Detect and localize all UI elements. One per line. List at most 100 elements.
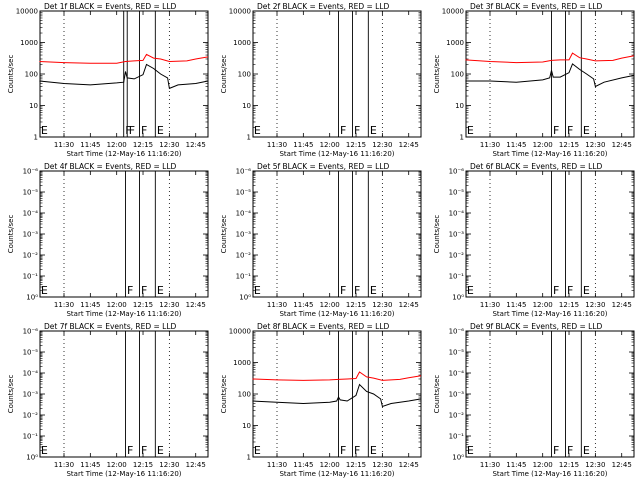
lld-series-line (39, 53, 209, 64)
x-tick-label: 12:15 (133, 141, 153, 149)
x-axis-label: Start Time (12-May-16 11:16:20) (492, 150, 607, 158)
x-tick-label: 11:30 (267, 141, 287, 149)
y-tick-label: 10000 (16, 8, 38, 16)
x-tick-label: 11:30 (54, 461, 74, 469)
panel-title: Det 8f BLACK = Events, RED = LLD (257, 322, 390, 331)
x-tick-label: 12:30 (585, 301, 605, 309)
y-tick-label: 10⁻⁵ (23, 189, 39, 197)
marker-label: E (583, 124, 590, 137)
plot-frame (252, 170, 422, 298)
marker-label: E (583, 444, 590, 457)
x-tick-label: 12:15 (346, 301, 366, 309)
marker-label: F (567, 124, 573, 137)
y-tick-label: 10000 (229, 328, 251, 336)
x-tick-label: 11:30 (480, 301, 500, 309)
y-tick-label: 10 (242, 422, 251, 430)
y-axis-label: Counts/sec (220, 55, 228, 94)
y-tick-label: 10000 (229, 8, 251, 16)
x-tick-label: 12:30 (372, 141, 392, 149)
y-tick-label: 10⁻⁵ (23, 349, 39, 357)
x-tick-label: 12:45 (612, 141, 632, 149)
plot-frame (39, 170, 209, 298)
marker-label: E (157, 444, 164, 457)
marker-label: F (125, 124, 131, 137)
x-tick-label: 12:15 (559, 141, 579, 149)
marker-label: E (370, 124, 377, 137)
y-tick-label: 10⁻² (236, 252, 252, 260)
detector-panel: Det 4f BLACK = Events, RED = LLD 10⁰ 10⁻¹ 1… (7, 162, 209, 318)
x-axis-label: Start Time (12-May-16 11:16:20) (279, 470, 394, 478)
marker-label: F (567, 444, 573, 457)
y-tick-label: 1000 (446, 39, 464, 47)
x-tick-label: 12:00 (320, 301, 340, 309)
y-tick-label: 1 (247, 134, 251, 142)
y-tick-label: 10⁻⁶ (236, 168, 252, 176)
panel-title: Det 6f BLACK = Events, RED = LLD (470, 162, 603, 171)
x-tick-label: 12:00 (320, 141, 340, 149)
y-tick-label: 10⁻⁴ (23, 370, 39, 378)
y-axis-label: Counts/sec (433, 215, 441, 254)
marker-label: E (254, 284, 261, 297)
x-tick-label: 12:15 (559, 301, 579, 309)
y-tick-label: 1000 (233, 39, 251, 47)
lld-series-line (465, 52, 635, 64)
x-tick-label: 12:30 (372, 301, 392, 309)
x-tick-label: 12:45 (186, 461, 206, 469)
x-tick-label: 12:45 (612, 301, 632, 309)
x-tick-label: 12:30 (159, 141, 179, 149)
marker-label: F (567, 284, 573, 297)
x-axis-label: Start Time (12-May-16 11:16:20) (66, 150, 181, 158)
x-tick-label: 12:30 (585, 141, 605, 149)
y-axis-label: Counts/sec (220, 215, 228, 254)
x-tick-label: 12:45 (612, 461, 632, 469)
y-axis-label: Counts/sec (7, 215, 15, 254)
y-axis-label: Counts/sec (7, 375, 15, 414)
y-tick-label: 10⁻⁶ (23, 328, 39, 336)
y-axis-label: Counts/sec (220, 375, 228, 414)
y-tick-label: 10⁻⁶ (449, 168, 465, 176)
x-axis-label: Start Time (12-May-16 11:16:20) (492, 470, 607, 478)
x-tick-label: 11:30 (267, 461, 287, 469)
x-tick-label: 11:45 (80, 301, 100, 309)
x-tick-label: 12:00 (107, 141, 127, 149)
marker-label: E (254, 444, 261, 457)
y-tick-label: 10⁻² (449, 252, 465, 260)
y-tick-label: 10⁻⁴ (449, 370, 465, 378)
y-tick-label: 1000 (20, 39, 38, 47)
y-tick-label: 10⁰ (26, 294, 38, 302)
marker-label: F (553, 124, 559, 137)
x-tick-label: 12:15 (346, 461, 366, 469)
marker-label: E (41, 444, 48, 457)
y-tick-label: 10⁻⁵ (449, 189, 465, 197)
y-tick-label: 10⁻⁴ (449, 210, 465, 218)
panel-title: Det 7f BLACK = Events, RED = LLD (44, 322, 177, 331)
x-tick-label: 12:00 (533, 461, 553, 469)
y-tick-label: 10⁻⁴ (23, 210, 39, 218)
x-tick-label: 11:30 (267, 301, 287, 309)
y-tick-label: 10⁻⁴ (236, 210, 252, 218)
y-tick-label: 10⁻² (449, 412, 465, 420)
x-axis-label: Start Time (12-May-16 11:16:20) (66, 310, 181, 318)
y-tick-label: 10⁻⁶ (23, 168, 39, 176)
x-tick-label: 11:45 (506, 141, 526, 149)
detector-panel: Det 5f BLACK = Events, RED = LLD 10⁰ 10⁻¹ 1… (220, 162, 422, 318)
x-tick-label: 12:45 (399, 141, 419, 149)
x-tick-label: 12:15 (346, 141, 366, 149)
y-tick-label: 10⁰ (239, 294, 251, 302)
marker-label: F (340, 284, 346, 297)
y-tick-label: 10⁻² (23, 412, 39, 420)
y-tick-label: 100 (238, 71, 251, 79)
marker-label: E (41, 284, 48, 297)
plot-frame (465, 330, 635, 458)
marker-label: F (141, 444, 147, 457)
x-tick-label: 11:45 (293, 461, 313, 469)
marker-label: F (553, 444, 559, 457)
x-tick-label: 12:00 (533, 301, 553, 309)
y-tick-label: 10⁻⁶ (449, 328, 465, 336)
events-series-line (465, 63, 635, 88)
x-tick-label: 11:30 (54, 301, 74, 309)
marker-label: F (127, 444, 133, 457)
y-tick-label: 10⁻² (23, 252, 39, 260)
plot-frame (39, 330, 209, 458)
